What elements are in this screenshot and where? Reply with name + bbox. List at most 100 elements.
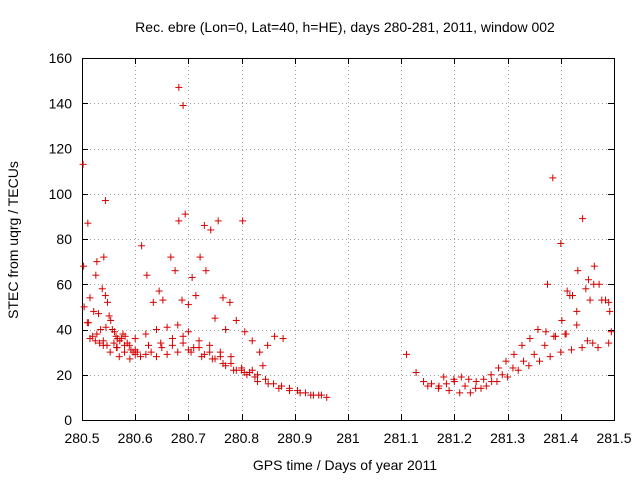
data-point (206, 348, 214, 356)
x-tick-label: 280.6 (118, 430, 153, 446)
data-point (307, 391, 315, 399)
data-point (115, 353, 123, 361)
data-point (79, 160, 87, 168)
data-point (544, 280, 551, 288)
data-point (509, 364, 517, 372)
chart-title: Rec. ebre (Lon=0, Lat=40, h=HE), days 28… (135, 19, 555, 35)
data-point (595, 280, 603, 288)
data-point (579, 215, 587, 223)
data-point (207, 226, 215, 234)
data-point (92, 271, 100, 279)
data-point (187, 348, 195, 356)
data-point (264, 341, 272, 349)
data-point (96, 339, 104, 347)
data-point (105, 312, 113, 320)
data-point (315, 391, 323, 399)
data-point (198, 353, 206, 361)
data-point (171, 267, 179, 275)
data-point (131, 346, 139, 354)
data-point (188, 273, 196, 281)
data-point (590, 262, 598, 270)
data-point (152, 353, 160, 361)
data-point (420, 378, 428, 386)
x-tick-label: 281.4 (543, 430, 578, 446)
data-point (487, 371, 495, 379)
data-point (482, 382, 490, 390)
data-point (546, 353, 554, 361)
data-point (138, 242, 146, 250)
data-point (557, 240, 565, 248)
axis-ticks (82, 58, 615, 421)
data-point (248, 337, 256, 345)
data-point (99, 337, 107, 345)
data-point (142, 350, 150, 358)
data-point (495, 364, 503, 372)
data-point (93, 258, 101, 266)
data-point (110, 339, 118, 347)
data-point (175, 217, 183, 225)
y-tick-label: 100 (49, 186, 73, 202)
data-point (100, 253, 108, 261)
data-point (152, 326, 160, 333)
data-point (163, 350, 171, 358)
data-point (159, 296, 167, 304)
data-point (181, 210, 189, 218)
data-point (541, 341, 549, 349)
data-point (91, 337, 99, 345)
x-tick-label: 280.9 (277, 430, 312, 446)
data-point (259, 362, 267, 370)
data-point (110, 328, 118, 336)
data-point (578, 344, 586, 352)
data-point (551, 332, 559, 340)
data-point (240, 368, 248, 376)
data-point (149, 298, 157, 306)
data-point (206, 341, 214, 349)
data-point (442, 380, 450, 388)
data-point (296, 389, 304, 397)
data-point (472, 378, 480, 386)
data-point (428, 380, 436, 388)
data-point (456, 389, 464, 397)
data-point (434, 384, 442, 392)
x-tick-labels: 280.5 280.6 280.7 280.8 280.9 281 281.1 281.2 28… (64, 430, 631, 446)
data-point (498, 371, 506, 379)
data-point (121, 348, 129, 356)
data-point (192, 292, 200, 300)
data-point (184, 328, 192, 336)
data-point (227, 359, 235, 367)
data-point (167, 253, 175, 261)
data-point (561, 330, 569, 338)
data-point (155, 287, 163, 295)
data-point (157, 339, 165, 347)
data-point (202, 267, 210, 275)
data-point (214, 217, 222, 225)
data-point (412, 368, 420, 376)
data-point (174, 348, 182, 356)
data-point (514, 366, 522, 374)
data-point (121, 332, 129, 340)
y-tick-label: 60 (56, 276, 72, 292)
y-tick-label: 0 (64, 412, 72, 428)
data-point (239, 217, 247, 225)
x-tick-label: 280.8 (224, 430, 259, 446)
data-point (90, 307, 98, 315)
data-point (230, 366, 238, 374)
data-point (226, 298, 234, 306)
data-point (254, 378, 262, 386)
data-point (264, 380, 272, 388)
data-point (583, 337, 591, 345)
data-point (106, 348, 114, 356)
data-point (558, 316, 566, 324)
data-point (520, 357, 528, 365)
data-point (83, 319, 91, 327)
data-point (574, 267, 582, 275)
data-point (584, 276, 592, 284)
grid-lines (82, 58, 614, 420)
data-point (493, 378, 501, 386)
data-point (179, 339, 187, 347)
data-point (285, 387, 293, 395)
data-point (238, 364, 246, 372)
data-point (84, 219, 92, 227)
data-point (518, 341, 526, 349)
x-tick-label: 281.1 (384, 430, 419, 446)
